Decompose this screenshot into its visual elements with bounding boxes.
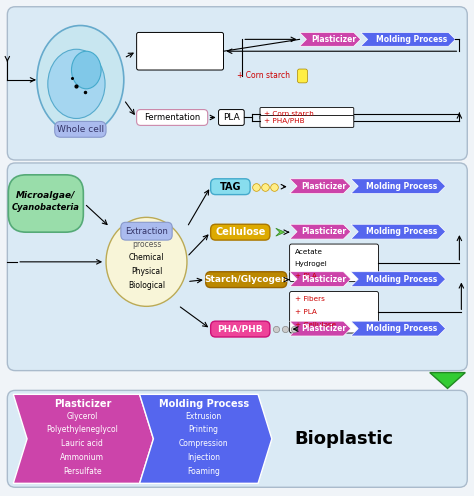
Text: Molding Process: Molding Process (376, 35, 447, 44)
Text: Ammonium: Ammonium (60, 453, 104, 462)
FancyBboxPatch shape (7, 163, 467, 371)
Text: PLA: PLA (223, 113, 240, 122)
Text: Microalgae/: Microalgae/ (16, 191, 75, 200)
Ellipse shape (72, 51, 101, 89)
Text: Molding Process: Molding Process (159, 399, 249, 409)
FancyBboxPatch shape (9, 175, 83, 232)
Text: Plasticizer: Plasticizer (301, 275, 346, 284)
Text: Acetate: Acetate (294, 249, 322, 255)
Text: Cellulose: Cellulose (215, 227, 265, 237)
Polygon shape (351, 179, 446, 193)
Text: Glycerol: Glycerol (67, 412, 98, 421)
Text: Fermentation: Fermentation (144, 113, 201, 122)
Polygon shape (300, 32, 361, 46)
Polygon shape (351, 272, 446, 287)
Text: Plasticizer: Plasticizer (311, 35, 356, 44)
Text: TAG: TAG (219, 182, 241, 191)
FancyBboxPatch shape (210, 179, 250, 194)
Ellipse shape (37, 25, 124, 134)
FancyBboxPatch shape (210, 321, 270, 337)
Text: + Fibers: + Fibers (294, 297, 324, 303)
FancyBboxPatch shape (55, 122, 106, 137)
FancyBboxPatch shape (7, 7, 467, 160)
FancyBboxPatch shape (137, 32, 223, 70)
FancyBboxPatch shape (121, 222, 172, 240)
Text: Molding Process: Molding Process (366, 227, 438, 236)
Text: Plasticizer: Plasticizer (54, 399, 111, 409)
Text: Persulfate: Persulfate (63, 467, 101, 476)
Text: Foaming: Foaming (187, 467, 220, 476)
FancyBboxPatch shape (210, 224, 270, 240)
Text: + PHA/PHB: + PHA/PHB (264, 119, 305, 124)
Text: + PLA: + PLA (294, 273, 317, 279)
Text: process: process (132, 240, 161, 248)
Text: Physical: Physical (131, 267, 162, 276)
Polygon shape (290, 321, 351, 336)
Polygon shape (351, 224, 446, 239)
Text: Extrusion: Extrusion (186, 412, 222, 421)
Text: Plasticizer: Plasticizer (301, 227, 346, 236)
Text: Starch/Glycogen: Starch/Glycogen (204, 275, 288, 284)
FancyBboxPatch shape (290, 244, 378, 282)
Polygon shape (140, 394, 272, 483)
Text: Chemical: Chemical (129, 253, 164, 262)
Text: Cyanobacteria: Cyanobacteria (12, 203, 80, 212)
Text: Polyethyleneglycol: Polyethyleneglycol (46, 426, 118, 434)
Polygon shape (290, 224, 351, 239)
FancyBboxPatch shape (137, 110, 208, 125)
Text: Bioplastic: Bioplastic (294, 430, 393, 448)
Polygon shape (351, 321, 446, 336)
Text: Plasticizer: Plasticizer (301, 182, 346, 190)
Text: + Corn starch: + Corn starch (264, 111, 314, 117)
Polygon shape (13, 394, 154, 483)
Text: Compression: Compression (179, 439, 228, 448)
Text: + PLA: + PLA (294, 310, 317, 315)
FancyBboxPatch shape (260, 108, 354, 120)
Polygon shape (361, 32, 456, 46)
Text: Lauric acid: Lauric acid (62, 439, 103, 448)
Text: + Cellulose: + Cellulose (294, 322, 336, 328)
Text: Hydrogel: Hydrogel (294, 261, 328, 267)
FancyBboxPatch shape (260, 116, 354, 127)
Text: PHA/PHB: PHA/PHB (218, 324, 263, 334)
Text: Molding Process: Molding Process (366, 275, 438, 284)
FancyBboxPatch shape (290, 292, 378, 333)
FancyBboxPatch shape (298, 69, 307, 83)
FancyBboxPatch shape (206, 272, 287, 288)
Polygon shape (276, 228, 285, 236)
FancyBboxPatch shape (7, 390, 467, 487)
Ellipse shape (106, 217, 187, 307)
Text: Injection: Injection (187, 453, 220, 462)
Text: Biological: Biological (128, 281, 165, 290)
Polygon shape (430, 372, 465, 388)
Text: Extraction: Extraction (125, 227, 168, 236)
Text: + Corn starch: + Corn starch (237, 71, 290, 80)
Text: Molding Process: Molding Process (366, 324, 438, 333)
Polygon shape (290, 272, 351, 287)
Text: Plasticizer: Plasticizer (301, 324, 346, 333)
FancyBboxPatch shape (219, 110, 244, 125)
Text: Molding Process: Molding Process (366, 182, 438, 190)
Text: Whole cell: Whole cell (57, 125, 104, 134)
Ellipse shape (48, 49, 105, 119)
Polygon shape (290, 179, 351, 193)
Text: Printing: Printing (189, 426, 219, 434)
